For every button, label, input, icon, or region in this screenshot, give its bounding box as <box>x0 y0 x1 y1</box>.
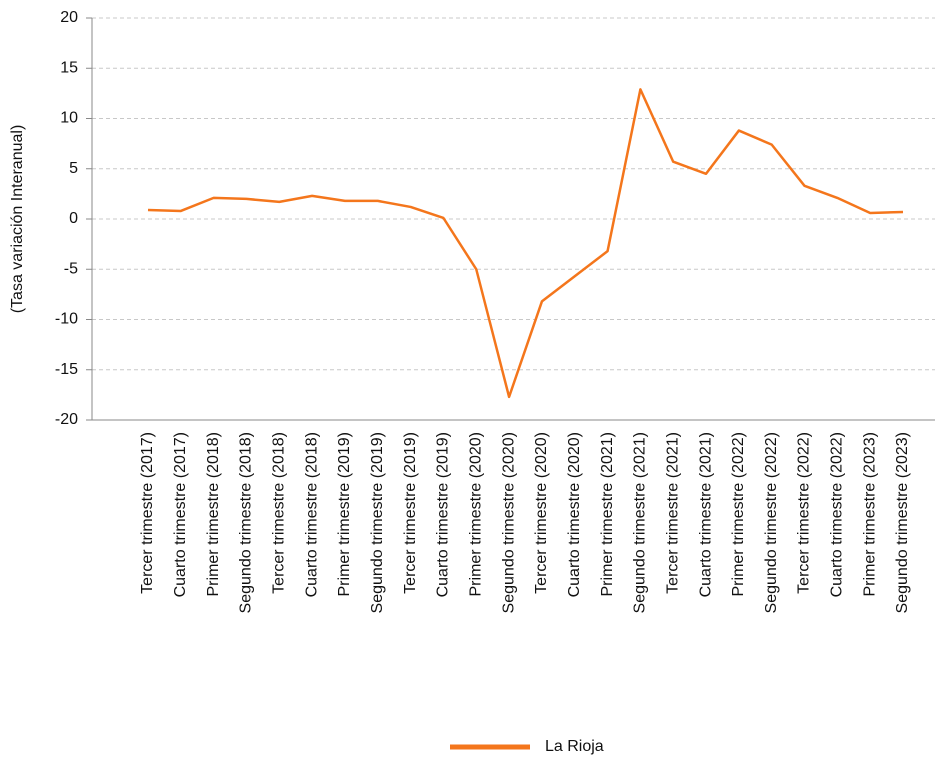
x-tick-label: Primer trimestre (2018) <box>205 432 222 596</box>
y-tick-label: 15 <box>60 59 78 76</box>
y-tick-label: -20 <box>55 411 78 428</box>
legend-label: La Rioja <box>545 738 604 755</box>
y-tick-label: -10 <box>55 311 78 328</box>
x-tick-label: Segundo trimestre (2019) <box>369 432 386 613</box>
x-tick-label: Primer trimestre (2019) <box>336 432 353 596</box>
x-tick-label: Primer trimestre (2021) <box>599 432 616 596</box>
y-tick-label: 0 <box>69 210 78 227</box>
x-tick-label: Cuarto trimestre (2020) <box>566 432 583 597</box>
x-tick-label: Tercer trimestre (2020) <box>533 432 550 594</box>
x-tick-label: Tercer trimestre (2022) <box>796 432 813 594</box>
y-tick-label: -5 <box>64 260 78 277</box>
x-tick-label: Tercer trimestre (2018) <box>271 432 288 594</box>
x-tick-label: Segundo trimestre (2022) <box>763 432 780 613</box>
x-tick-label: Cuarto trimestre (2018) <box>303 432 320 597</box>
x-tick-label: Tercer trimestre (2019) <box>402 432 419 594</box>
y-tick-label: 10 <box>60 110 78 127</box>
x-tick-label: Primer trimestre (2020) <box>467 432 484 596</box>
y-tick-label: 20 <box>60 9 78 26</box>
x-tick-label: Segundo trimestre (2018) <box>238 432 255 613</box>
x-tick-label: Primer trimestre (2023) <box>861 432 878 596</box>
x-tick-label: Segundo trimestre (2021) <box>632 432 649 613</box>
x-tick-label: Cuarto trimestre (2021) <box>697 432 714 597</box>
y-tick-label: 5 <box>69 160 78 177</box>
x-tick-label: Segundo trimestre (2020) <box>500 432 517 613</box>
y-axis-label: (Tasa variación Interanual) <box>9 125 26 314</box>
x-tick-label: Cuarto trimestre (2022) <box>829 432 846 597</box>
x-tick-label: Cuarto trimestre (2019) <box>435 432 452 597</box>
x-tick-label: Segundo trimestre (2023) <box>894 432 911 613</box>
data-line <box>147 88 904 399</box>
x-tick-label: Tercer trimestre (2021) <box>664 432 681 594</box>
x-tick-label: Cuarto trimestre (2017) <box>172 432 189 597</box>
y-tick-label: -15 <box>55 361 78 378</box>
x-tick-label: Tercer trimestre (2017) <box>139 432 156 594</box>
x-tick-label: Primer trimestre (2022) <box>730 432 747 596</box>
